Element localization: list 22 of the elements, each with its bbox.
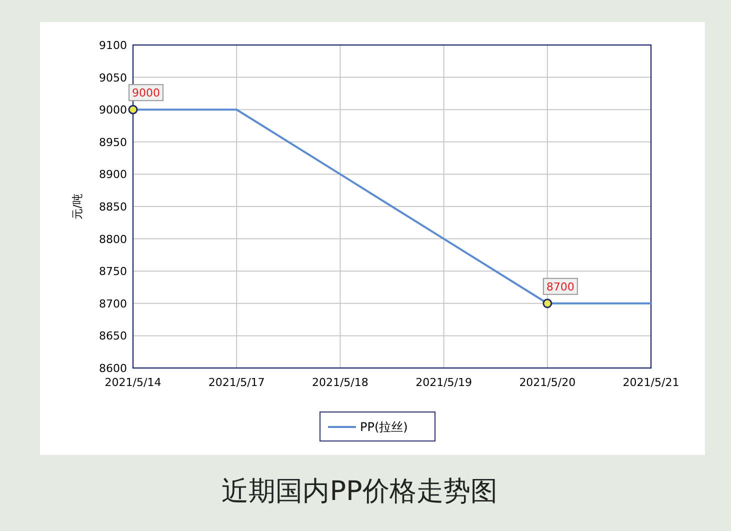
y-tick-label: 8700 [99,297,127,310]
x-tick-label: 2021/5/19 [416,376,472,389]
x-tick-label: 2021/5/18 [312,376,368,389]
x-tick-label: 2021/5/20 [519,376,576,389]
data-label: 9000 [132,86,160,100]
y-tick-label: 8950 [99,136,127,149]
y-tick-label: 8850 [99,200,127,214]
data-label: 8700 [546,280,574,294]
legend-label: PP(拉丝) [360,420,408,434]
x-tick-label: 2021/5/14 [104,376,162,389]
y-tick-label: 9100 [99,39,127,52]
y-tick-label: 9050 [99,71,127,84]
y-tick-label: 9000 [99,104,127,117]
y-axis-title: 元/吨 [71,194,84,220]
y-tick-label: 8800 [99,232,127,246]
x-tick-label: 2021/5/17 [208,376,265,389]
y-tick-label: 8650 [99,330,127,343]
y-tick-label: 8750 [99,265,127,278]
y-tick-label: 8900 [99,168,127,182]
x-tick-label: 2021/5/21 [622,376,680,389]
text: 近期国内PP价格走势图 [222,476,498,507]
y-tick-label: 8600 [99,362,127,375]
